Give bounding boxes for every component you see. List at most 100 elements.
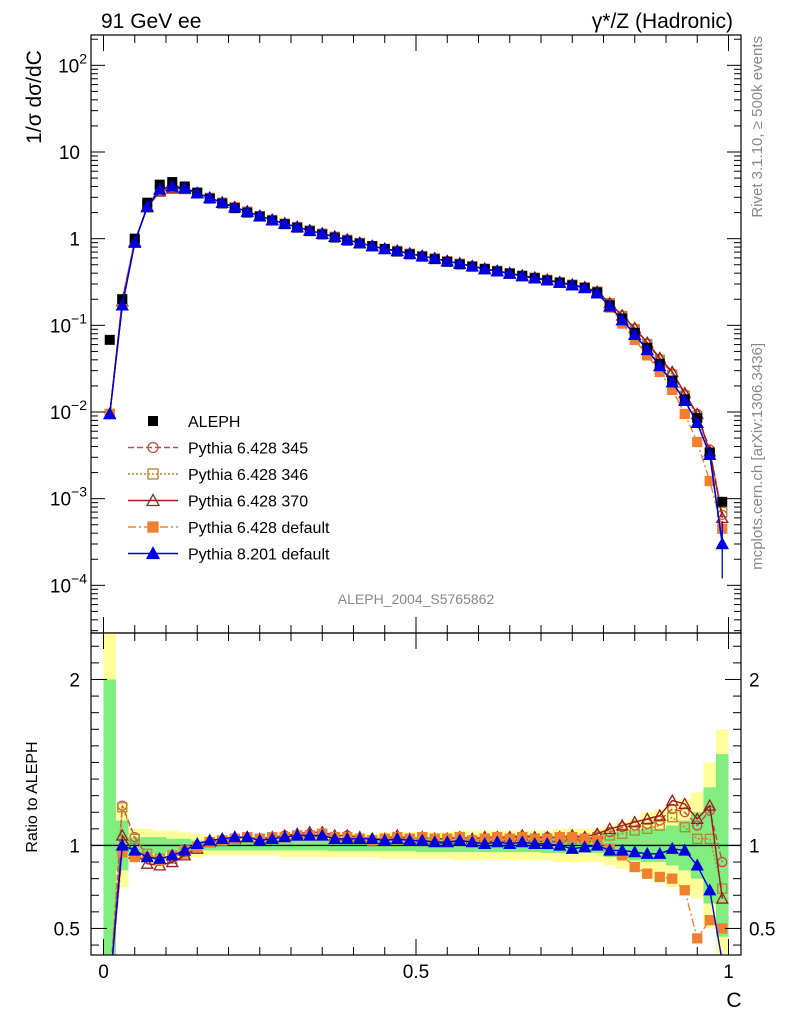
ratio-point-p8def <box>578 840 592 853</box>
ratio-point-p8def <box>640 846 654 859</box>
ratio-point-p8def <box>515 835 529 848</box>
ratio-point-p8def <box>190 836 204 849</box>
ratio-point-p8def <box>428 835 442 848</box>
ratio-point-p8def <box>140 850 154 863</box>
ratio-point-p346 <box>629 825 640 836</box>
legend-item-p6def: Pythia 6.428 default <box>128 520 330 537</box>
ratio-point-p370 <box>703 798 717 811</box>
point-p8def <box>478 262 492 275</box>
series-p8def-top <box>103 179 729 579</box>
point-p8def <box>115 298 129 311</box>
rivet-version-label: Rivet 3.1.10, ≥ 500k events <box>749 36 766 218</box>
point-p8def <box>678 393 692 406</box>
ratio-point-p346 <box>617 828 628 839</box>
y-axis-label-text: 1/σ dσ/dC <box>23 50 46 144</box>
ratio-point-p370 <box>715 891 729 904</box>
y-tick-label: 10−1 <box>50 310 87 337</box>
x-tick-label: 0 <box>98 962 109 983</box>
ratio-point-p370 <box>165 855 179 868</box>
point-p8def <box>203 191 217 204</box>
legend-label: Pythia 6.428 default <box>188 520 330 537</box>
ratio-point-p8def <box>528 836 542 849</box>
point-p8def <box>615 313 629 326</box>
ratio-point-p8def <box>165 848 179 861</box>
point-p8def <box>178 181 192 194</box>
point-p8def <box>390 244 404 257</box>
ratio-point-p8def <box>503 836 517 849</box>
ratio-point-p6def <box>704 914 715 926</box>
point-p8def <box>315 226 329 239</box>
ratio-point-p6def <box>692 933 703 944</box>
point-p8def <box>603 299 617 312</box>
point-p8def <box>415 249 429 262</box>
series-line-p346 <box>109 187 723 513</box>
point-p8def <box>340 232 354 245</box>
ratio-point-p8def <box>153 851 167 864</box>
ratio-point-p8def <box>453 833 467 846</box>
legend-marker <box>145 493 161 507</box>
point-p8def <box>165 179 179 192</box>
ratio-point-p8def <box>128 843 142 856</box>
data-point <box>104 334 115 345</box>
data-point <box>717 496 728 507</box>
ratio-point-p6def <box>567 832 578 843</box>
point-p8def <box>253 209 267 222</box>
point-p8def <box>365 239 379 252</box>
point-p8def <box>503 266 517 279</box>
main-y-axis-label: 1/σ dσ/dC <box>23 50 46 144</box>
point-p8def <box>640 343 654 356</box>
x-tick-label: 1 <box>723 962 734 983</box>
ratio-point-p8def <box>415 833 429 846</box>
point-p8def <box>540 273 554 286</box>
ratio-point-p346 <box>604 830 615 841</box>
mcplots-label: mcplots.cern.ch [arXiv:1306.3436] <box>749 343 766 570</box>
point-p8def <box>465 259 479 272</box>
ratio-point-p8def <box>203 833 217 846</box>
ratio-point-p8def <box>340 831 354 844</box>
legend-item-p370: Pythia 6.428 370 <box>128 493 308 511</box>
ratio-point-p8def <box>253 833 267 846</box>
ratio-point-p370 <box>615 818 629 831</box>
legend-marker <box>147 441 159 454</box>
ratio-point-p346 <box>654 820 665 831</box>
point-p8def <box>153 182 167 195</box>
ratio-point-p8def <box>240 830 254 843</box>
point-p8def <box>628 327 642 340</box>
ratio-point-p8def <box>403 833 417 846</box>
y-tick-label: 10 <box>59 143 80 164</box>
point-p8def <box>190 186 204 199</box>
ratio-point-p370 <box>665 793 679 806</box>
point-p6def <box>692 436 703 448</box>
ratio-point-p8def <box>290 828 304 841</box>
point-p8def <box>690 415 704 428</box>
series-line-p8def <box>109 185 723 545</box>
point-p8def <box>353 236 367 249</box>
ratio-point-p370 <box>140 856 154 869</box>
point-p8def <box>265 213 279 226</box>
legend-label: Pythia 6.428 346 <box>188 467 308 484</box>
ratio-point-p8def <box>565 841 579 854</box>
y-tick-label: 10−2 <box>50 397 87 424</box>
ratio-series-p8def <box>112 828 723 955</box>
analysis-label: ALEPH_2004_S5765862 <box>338 591 495 607</box>
band-inner <box>103 679 116 955</box>
ratio-point-p8def <box>178 843 192 856</box>
ratio-point-p370 <box>678 797 692 810</box>
point-p8def <box>453 256 467 269</box>
point-p8def <box>703 448 717 461</box>
ratio-point-p345 <box>679 807 690 818</box>
ratio-point-p8def <box>378 833 392 846</box>
ratio-y-tick-label-right: 0.5 <box>749 919 775 940</box>
ratio-point-p8def <box>478 836 492 849</box>
ratio-point-p8def <box>265 831 279 844</box>
point-p8def <box>103 407 117 420</box>
point-p8def <box>440 254 454 267</box>
ratio-y-tick-label: 2 <box>69 670 80 691</box>
x-axis-label: C <box>726 989 741 1012</box>
ratio-point-p8def <box>303 828 317 841</box>
ratio-point-p8def <box>390 831 404 844</box>
series-line-p8def <box>109 185 723 545</box>
ratio-point-p8def <box>465 835 479 848</box>
legend-item-p346: Pythia 6.428 346 <box>128 467 308 484</box>
